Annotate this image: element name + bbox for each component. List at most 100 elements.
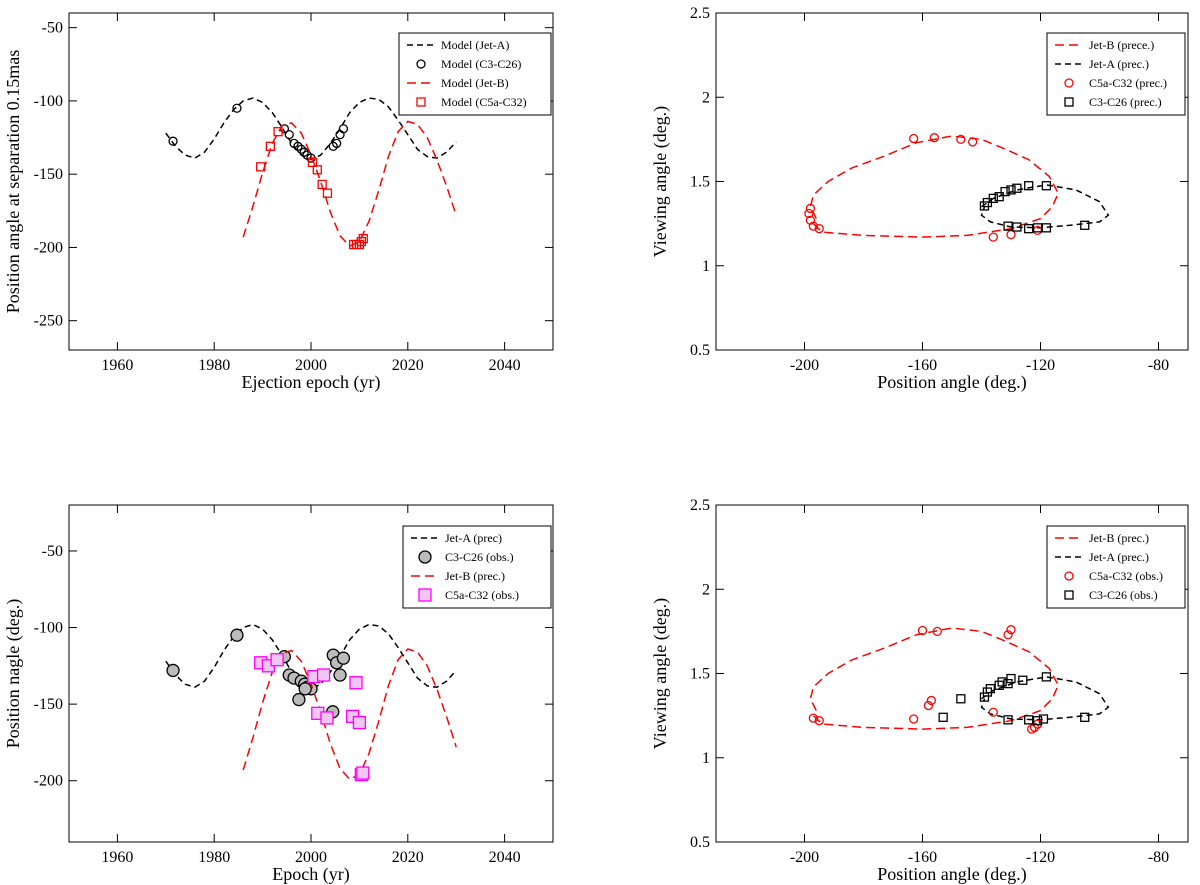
data-point-s2-3: [808, 221, 818, 231]
series-line-0: [165, 97, 457, 161]
data-point-s3-12: [1032, 223, 1043, 233]
data-point-s2-7: [1003, 630, 1013, 640]
panel-top-right: -200 -160 -120 -80 0.5 1 1.5 2 2.5 Position angle…: [650, 5, 1189, 393]
legend: Model (Jet-A) Model (C3-C26) Model (Jet-B)…: [398, 32, 552, 116]
data-point-s3-4: [312, 165, 322, 175]
legend-label-3: C3-C26 (prec.): [1089, 95, 1162, 109]
x-tick-label: 1960: [101, 357, 133, 374]
data-point-s3-7: [1024, 181, 1034, 191]
data-point-s1-15: [298, 682, 312, 696]
y-tick-label: 1.5: [690, 666, 710, 683]
data-point-s3-10: [356, 236, 366, 247]
data-point-s2-6: [929, 133, 939, 143]
data-point-s3-0: [256, 162, 266, 172]
data-point-s3-6: [322, 188, 333, 198]
legend-label-2: C5a-C32 (obs.): [1089, 569, 1163, 583]
data-point-s1-13: [338, 124, 349, 134]
data-point-s2-1: [814, 716, 824, 726]
data-point-s3-1: [265, 141, 275, 151]
data-point-s2-11: [1027, 724, 1037, 734]
x-tick-label: -200: [790, 849, 819, 866]
data-point-s1-5: [292, 692, 306, 707]
data-point-s1-7: [299, 147, 309, 157]
legend-label-3: C5a-C32 (obs.): [445, 588, 519, 602]
data-point-s3-14: [1080, 220, 1090, 230]
data-point-s1-3: [284, 129, 294, 140]
legend-marker-2: [1064, 78, 1074, 88]
x-tick-label: 2000: [295, 357, 327, 374]
data-point-s2-10: [1006, 229, 1016, 240]
data-point-s3-8: [349, 676, 363, 690]
x-tick-label: 2020: [392, 357, 424, 374]
series-line-0: [809, 135, 1060, 238]
data-point-s2-2: [805, 215, 816, 225]
legend-box: [1046, 525, 1186, 609]
legend-marker-2: [1064, 571, 1074, 581]
x-tick-label: -160: [908, 357, 937, 374]
legend-marker-1: [418, 550, 432, 564]
legend-label-0: Model (Jet-A): [441, 38, 509, 52]
data-point-s1-11: [332, 138, 342, 149]
data-point-s2-5: [923, 700, 934, 711]
x-tick-label: 2000: [295, 849, 327, 866]
y-tick-label: 2: [702, 89, 710, 106]
y-tick-label: 2.5: [690, 5, 710, 22]
data-point-s3-10: [1012, 222, 1022, 232]
data-point-s3-13: [1041, 223, 1052, 233]
data-point-s3-5: [316, 668, 331, 682]
data-point-s3-3: [307, 157, 318, 168]
panel-bottom-right: -200 -160 -120 -80 0.5 1 1.5 2 2.5 Position angle…: [650, 497, 1189, 885]
y-axis-title: Viewing angle (deg.): [650, 598, 671, 749]
x-tick-label: 1980: [198, 849, 230, 866]
legend-label-3: Model (C5a-C32): [441, 95, 527, 109]
legend-label-1: C3-C26 (obs.): [445, 550, 514, 564]
x-tick-label: -160: [908, 849, 937, 866]
data-point-s1-6: [296, 144, 306, 154]
y-tick-label: -50: [42, 20, 63, 37]
legend-label-2: C5a-C32 (prec.): [1089, 76, 1167, 90]
y-tick-label: 1: [702, 750, 710, 767]
x-tick-label: 1960: [101, 849, 133, 866]
x-tick-label: 2040: [489, 849, 521, 866]
data-point-s3-6: [997, 677, 1007, 687]
legend-marker-3: [418, 588, 432, 602]
data-point-s3-11: [356, 766, 370, 780]
legend-marker-3: [416, 97, 426, 107]
series-line-1: [980, 676, 1110, 721]
y-tick-label: -250: [34, 313, 63, 330]
y-tick-label: 2: [702, 581, 710, 598]
legend: Jet-B (prece.) Jet-A (prec.) C5a-C32 (prec…: [1046, 32, 1186, 116]
x-tick-label: -120: [1026, 357, 1055, 374]
data-point-s2-3: [926, 695, 936, 706]
data-point-s2-8: [968, 137, 978, 147]
data-point-s3-9: [1003, 221, 1013, 231]
data-point-s1-12: [333, 668, 347, 682]
legend-label-3: C3-C26 (obs.): [1089, 588, 1158, 602]
y-tick-label: -200: [34, 773, 63, 790]
data-point-s3-3: [994, 192, 1004, 202]
data-point-s3-0: [938, 712, 948, 722]
data-point-s3-11: [358, 233, 368, 244]
plot-area: [808, 625, 1110, 734]
data-point-s3-12: [1024, 715, 1034, 725]
data-point-s2-6: [932, 626, 942, 637]
y-tick-label: 2.5: [690, 497, 710, 514]
data-point-s2-9: [988, 232, 998, 242]
legend-label-1: Model (C3-C26): [441, 57, 521, 71]
data-point-s3-1: [956, 694, 966, 704]
data-point-s2-5: [909, 133, 919, 144]
y-axis-title: Viewing angle (deg.): [650, 106, 671, 257]
data-point-s2-0: [805, 203, 816, 214]
legend-label-0: Jet-B (prece.): [1089, 38, 1154, 52]
data-point-s3-4: [985, 684, 995, 694]
data-point-s1-0: [168, 136, 178, 146]
data-point-s1-1: [230, 628, 244, 642]
data-point-s3-8: [1041, 181, 1052, 191]
series-line-1: [980, 184, 1110, 229]
data-point-s3-6: [320, 711, 334, 725]
data-point-s3-9: [1018, 675, 1028, 685]
data-point-s2-8: [1006, 625, 1016, 635]
data-point-s3-13: [1032, 716, 1043, 726]
series-line-2: [242, 120, 457, 247]
y-tick-label: -50: [42, 543, 63, 560]
